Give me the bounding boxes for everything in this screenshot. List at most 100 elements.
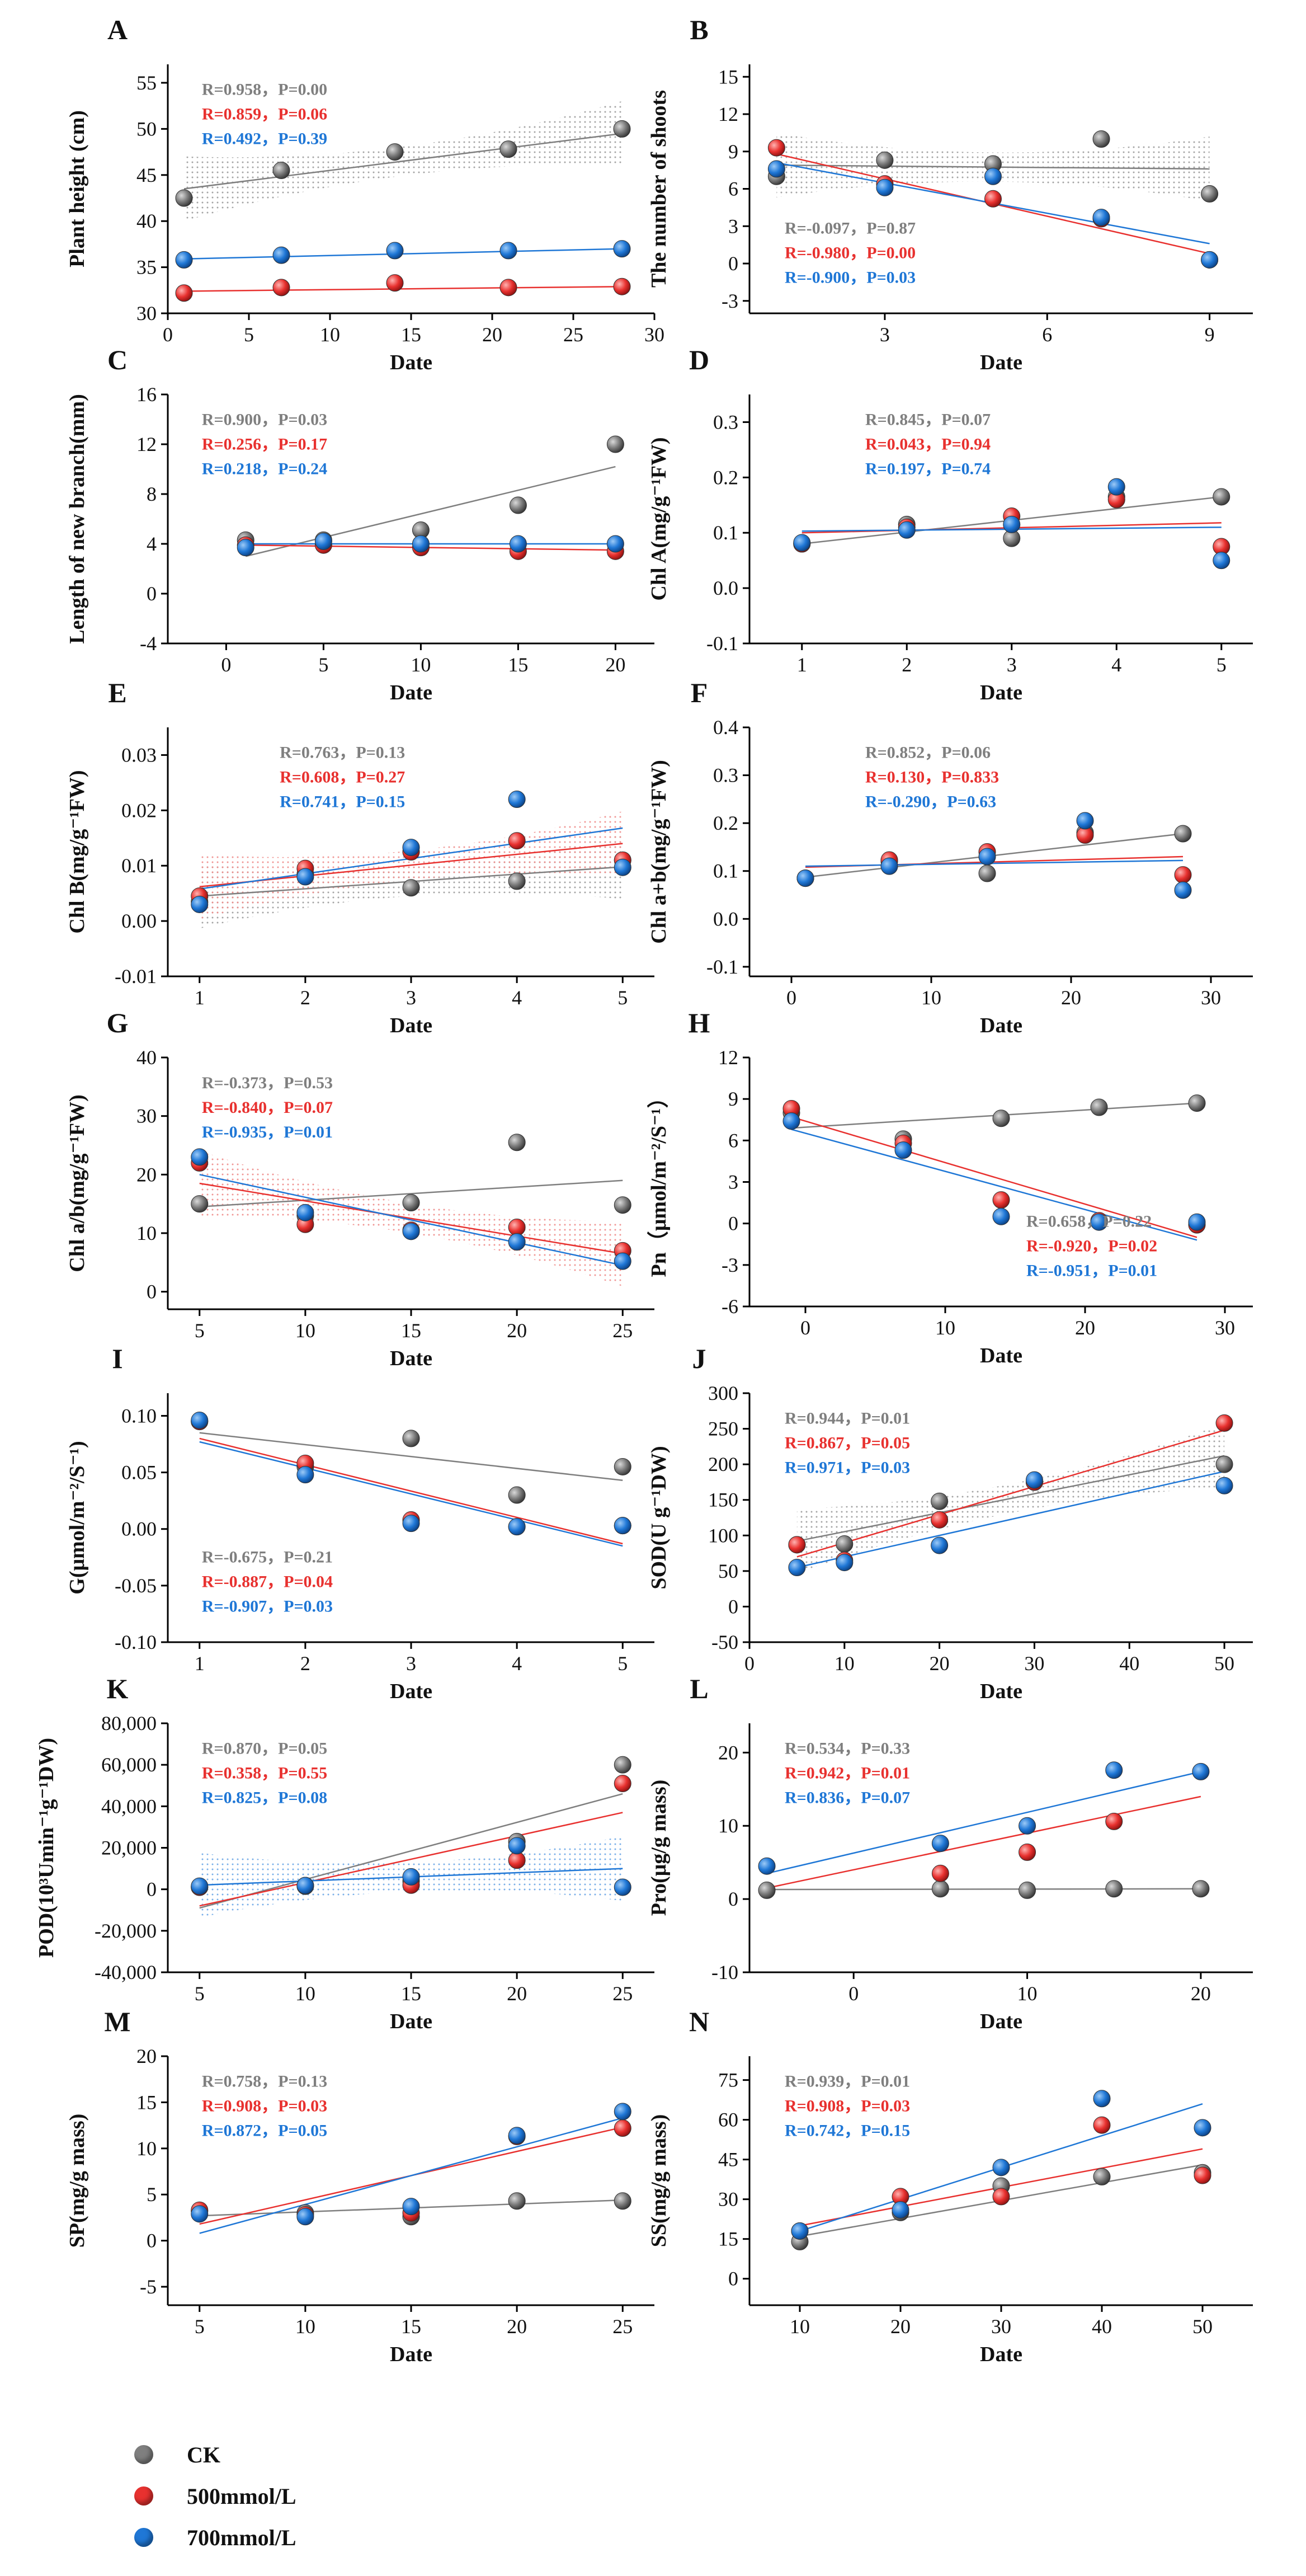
panel-l: 0 10 20 -10 0 10 20 Date Pro(μg/g mass) L R=0.534，… [647, 1673, 1253, 2033]
panel-d: 1 2 3 4 5 -0.1 0.0 0.1 0.2 0.3 Date Chl A(mg/g⁻¹FW)… [647, 344, 1253, 704]
point-700 [508, 1837, 526, 1855]
stats-500: R=0.043，P=0.94 [865, 435, 991, 454]
fit-line-700 [805, 859, 1184, 867]
point-700 [992, 1207, 1010, 1225]
point-500 [992, 2188, 1010, 2206]
panel-j: 0 10 20 30 40 50 -50 0 50 100 150 200 250 300 Date SOD(… [647, 1343, 1253, 1703]
point-700 [386, 242, 404, 260]
x-tick-label: 5 [195, 1319, 205, 1342]
x-tick-label: 15 [401, 323, 421, 346]
point-700 [296, 1204, 314, 1221]
y-tick-label: 10 [136, 1222, 157, 1244]
y-tick-label: 50 [718, 1560, 738, 1582]
y-tick-label: -0.01 [115, 965, 157, 988]
y-tick-label: 250 [708, 1418, 738, 1440]
y-tick-label: 15 [718, 65, 738, 88]
stats-ck: R=0.534，P=0.33 [785, 1740, 910, 1758]
stats-500: R=-0.887，P=0.04 [202, 1573, 333, 1591]
y-tick-label: 0.1 [713, 860, 738, 882]
x-tick-label: 1 [195, 1652, 205, 1675]
y-axis-label: POD(10³Umin⁻¹g⁻¹DW) [35, 1738, 58, 1958]
x-tick-label: 30 [991, 2315, 1011, 2338]
stats-ck: R=0.763，P=0.13 [280, 744, 405, 762]
x-axis-label: Date [390, 2010, 432, 2033]
point-ck [876, 151, 894, 169]
point-700 [1201, 251, 1219, 269]
y-axis-label: SOD(U g⁻¹DW) [647, 1446, 671, 1589]
y-tick-label: 45 [718, 2149, 738, 2171]
y-axis-label: Pn（μmol/m⁻²/S⁻¹） [647, 1087, 671, 1277]
point-500 [508, 832, 526, 850]
y-tick-label: 10 [718, 1815, 738, 1837]
point-700 [1192, 1762, 1210, 1780]
point-500 [1194, 2166, 1211, 2184]
y-tick-label: 5 [147, 2183, 157, 2206]
y-tick-label: 100 [708, 1524, 738, 1546]
fit-line-700 [766, 1771, 1201, 1874]
point-700 [175, 251, 193, 269]
legend-marker-700 [134, 2528, 153, 2547]
x-tick-label: 50 [1192, 2315, 1213, 2338]
fit-line-500 [183, 285, 623, 292]
y-axis-label: Chl a/b(mg/g⁻¹FW) [65, 1094, 89, 1272]
fit-line-700 [791, 1129, 1197, 1241]
point-500 [508, 1218, 526, 1236]
x-tick-label: 10 [1017, 1982, 1038, 2005]
point-ck [508, 872, 526, 890]
panel-letter: J [692, 1343, 706, 1374]
y-tick-label: -40,000 [95, 1961, 157, 1983]
panel-a: 0 5 10 15 20 25 30 30 35 40 45 50 55 Date Plant height… [65, 14, 664, 374]
x-tick-label: 0 [800, 1317, 810, 1339]
y-tick-label: 0.3 [713, 764, 738, 787]
point-500 [175, 284, 193, 302]
x-tick-label: 4 [1111, 654, 1121, 676]
x-tick-label: 0 [786, 986, 796, 1009]
y-tick-label: 0.0 [713, 908, 738, 930]
point-700 [614, 858, 631, 876]
panel-letter: H [689, 1007, 710, 1038]
point-700 [314, 533, 332, 551]
fit-line-ck [199, 1432, 623, 1481]
point-700 [880, 857, 898, 875]
point-700 [508, 791, 526, 808]
y-axis-label: Chl A(mg/g⁻¹FW) [647, 437, 671, 600]
point-700 [191, 895, 209, 913]
point-ck [508, 1486, 526, 1504]
stats-700: R=-0.290，P=0.63 [865, 793, 996, 811]
fit-line-500 [246, 544, 616, 551]
point-ck [508, 2192, 526, 2210]
y-tick-label: 0.00 [121, 1518, 157, 1540]
x-axis-label: Date [980, 2010, 1022, 2033]
panel-n: 10 20 30 40 50 0 15 30 45 60 75 Date SS(mg/g mass) N R… [647, 2006, 1253, 2366]
y-tick-label: 300 [708, 1382, 738, 1404]
y-tick-label: 12 [718, 1046, 738, 1069]
y-axis-label: Length of new branch(mm) [65, 394, 89, 643]
stats-ck: R=0.944，P=0.01 [785, 1409, 910, 1428]
y-tick-label: 0.0 [713, 577, 738, 599]
y-tick-label: 75 [718, 2069, 738, 2091]
x-tick-label: 10 [295, 1982, 315, 2005]
x-tick-label: 2 [902, 654, 912, 676]
point-ck [1092, 130, 1110, 148]
x-tick-label: 10 [411, 654, 431, 676]
y-tick-label: 0 [728, 252, 738, 275]
point-ck [402, 1430, 420, 1447]
point-ck [1174, 825, 1192, 843]
x-tick-label: 20 [890, 2315, 911, 2338]
x-tick-label: 20 [482, 323, 502, 346]
point-ck [614, 2192, 631, 2210]
y-tick-label: 0.4 [713, 716, 738, 739]
point-ck [402, 879, 420, 897]
stats-ck: R=-0.373，P=0.53 [202, 1074, 333, 1092]
stats-700: R=0.197，P=0.74 [865, 460, 991, 478]
point-700 [796, 869, 814, 887]
point-700 [191, 1148, 209, 1166]
point-700 [614, 2103, 631, 2121]
x-tick-label: 25 [612, 1982, 633, 2005]
stats-500: R=0.867，P=0.05 [785, 1434, 910, 1452]
x-tick-label: 30 [644, 323, 664, 346]
x-axis-label: Date [390, 681, 432, 704]
y-tick-label: 16 [136, 383, 157, 406]
legend-label-500: 500mmol/L [187, 2483, 296, 2509]
point-700 [613, 240, 631, 258]
